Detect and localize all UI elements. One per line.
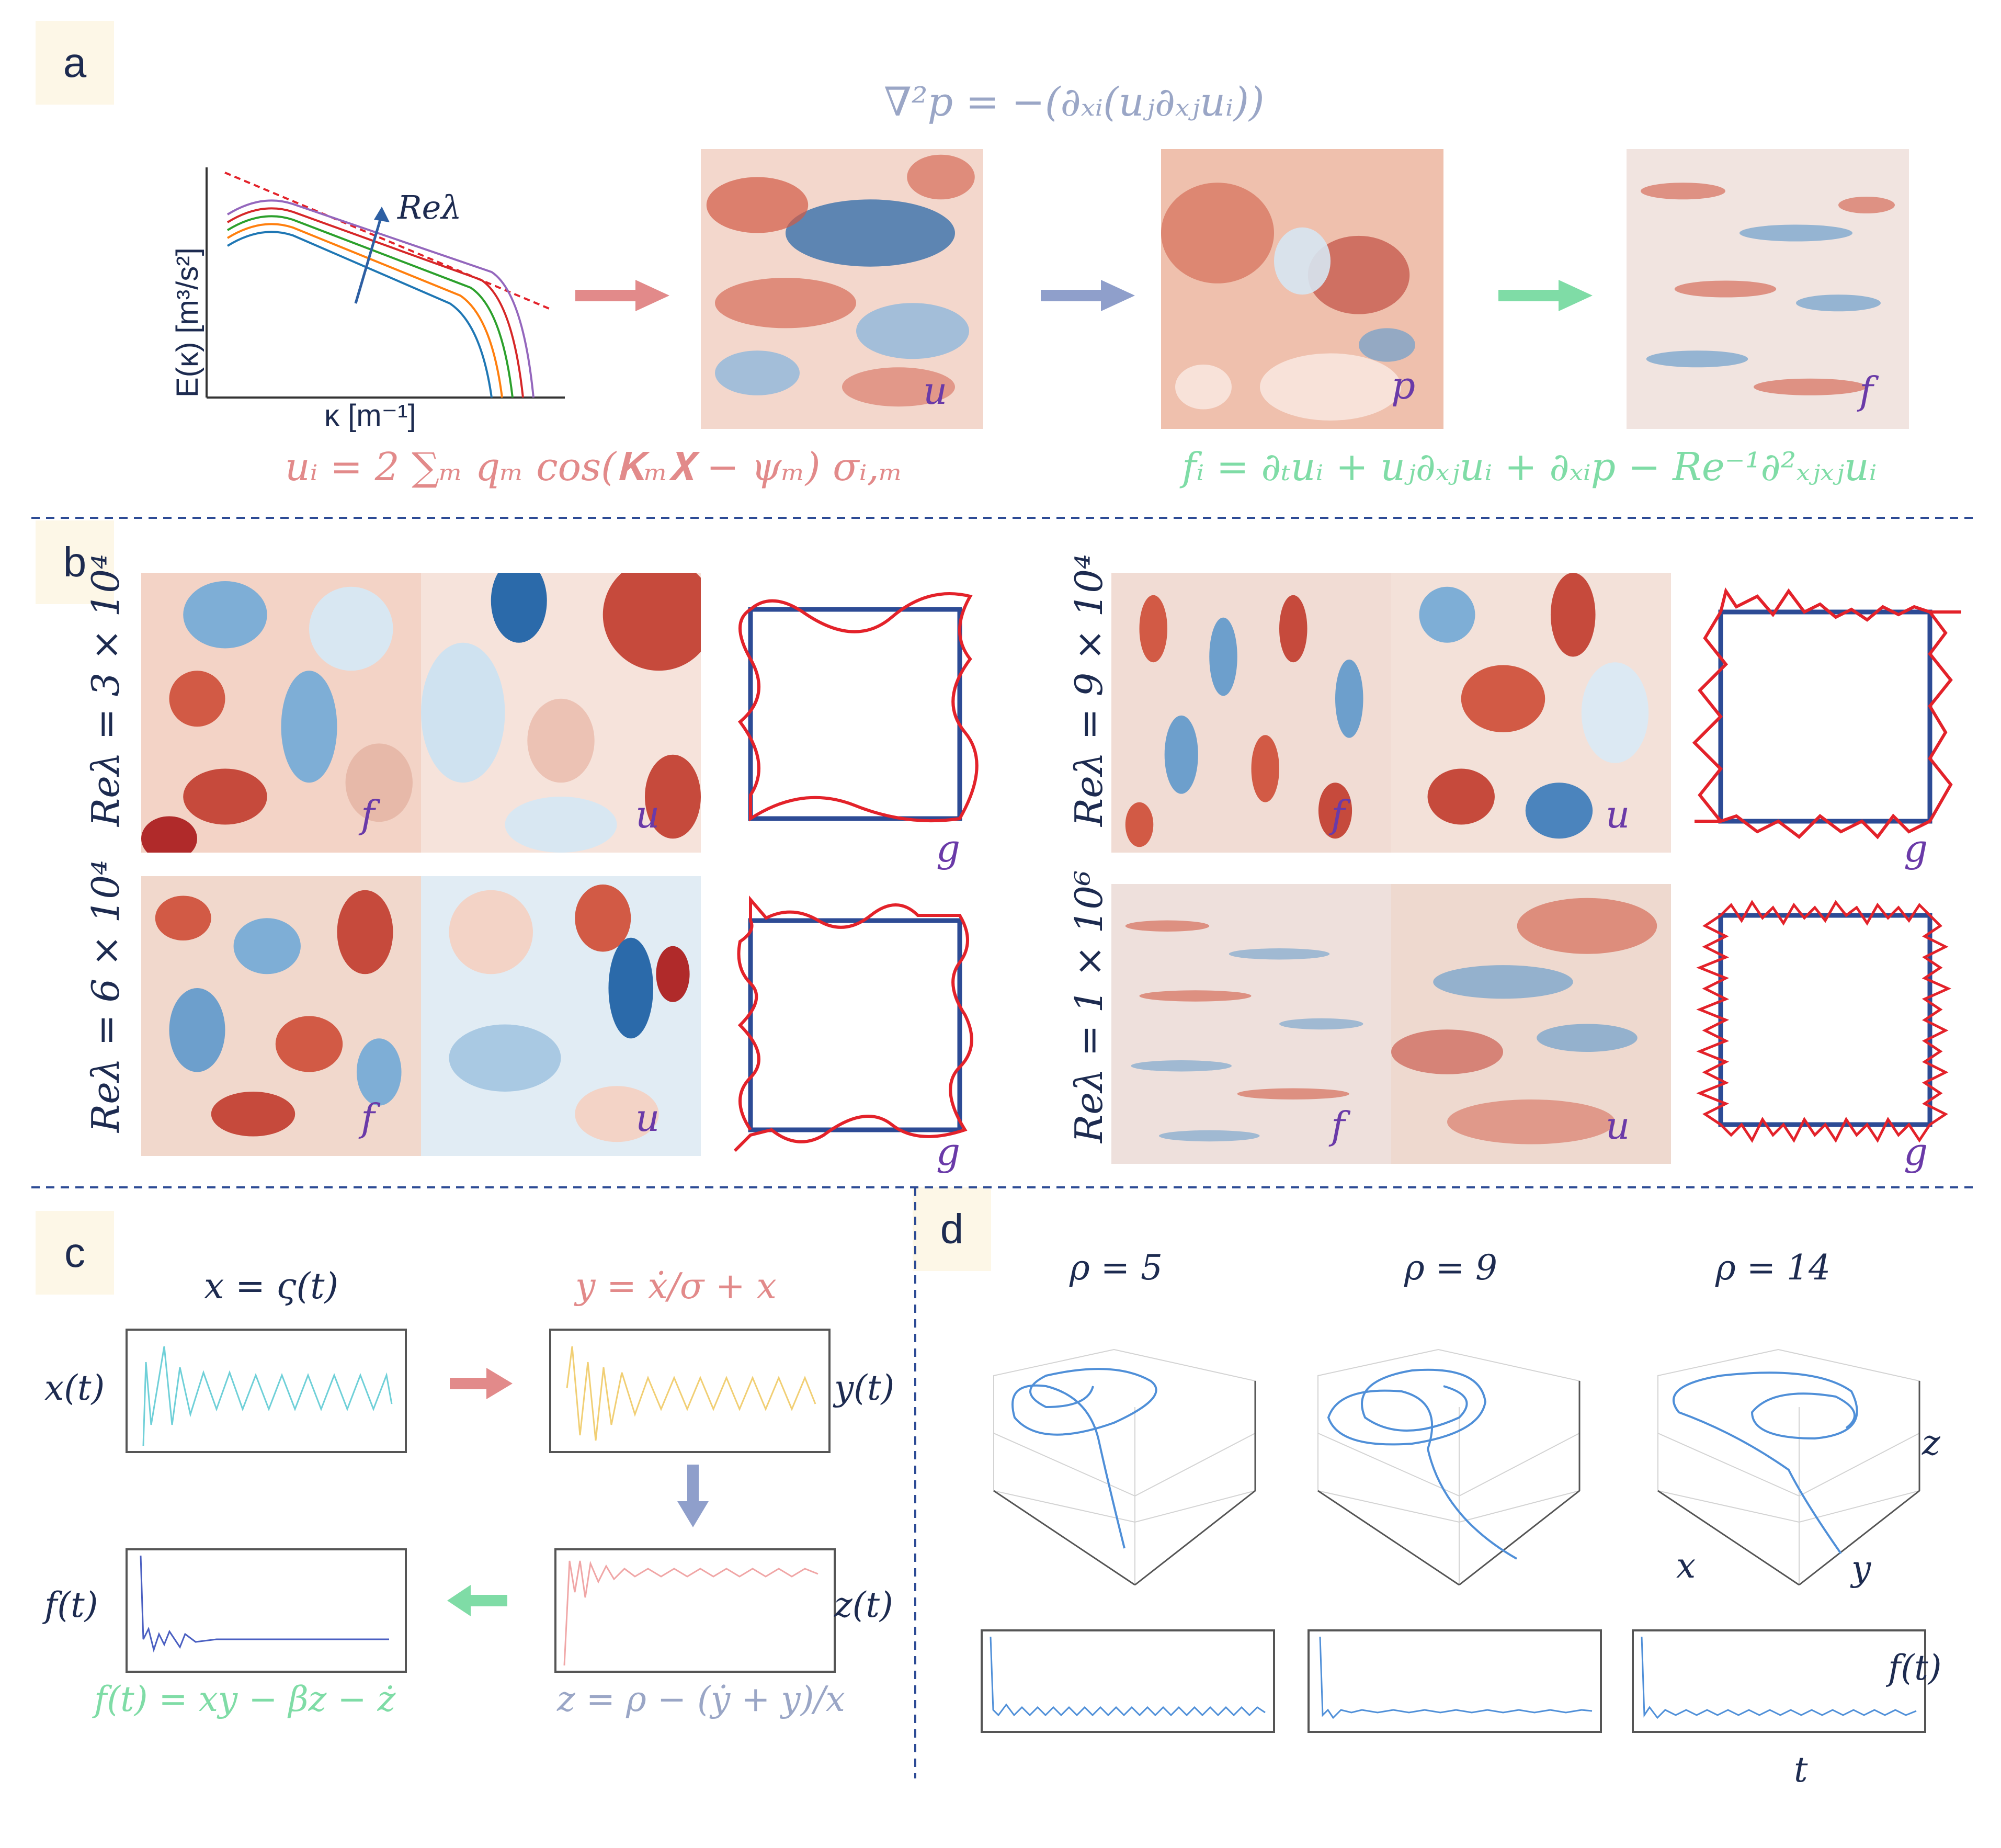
z-equation: z = ρ − (ẏ + y)/x	[557, 1679, 845, 1719]
xt-label: x(t)	[44, 1368, 105, 1408]
case-label-re9e4: Reλ = 9 × 10⁴	[1067, 554, 1111, 826]
zt-label: z(t)	[834, 1585, 893, 1625]
arrow-blue-icon	[1041, 280, 1135, 311]
ft-rho9-plot	[1308, 1629, 1602, 1733]
panel-c-tag: c	[36, 1211, 114, 1295]
case4-velocity-field	[1391, 884, 1671, 1164]
case4-u-label: u	[1606, 1104, 1630, 1148]
axis-z-label: z	[1922, 1423, 1940, 1463]
energy-spectrum-plot	[206, 167, 565, 399]
case3-velocity-field	[421, 876, 701, 1156]
re-lambda-arrow-label: Reλ	[397, 188, 462, 226]
attractor-rho9-plot	[1317, 1348, 1581, 1586]
case3-boundary-plot	[733, 895, 973, 1152]
case2-g-label: g	[1904, 826, 1928, 870]
case-label-re6e4: Reλ = 6 × 10⁴	[84, 860, 128, 1132]
axis-y-label: y	[1851, 1548, 1871, 1589]
ft-rho14-plot	[1632, 1629, 1926, 1733]
velocity-equation: uᵢ = 2 ∑ₘ qₘ cos(𝐊ₘ𝐗 − ψₘ) σᵢ,ₘ	[285, 445, 903, 490]
case3-g-label: g	[936, 1130, 961, 1174]
case1-u-label: u	[635, 792, 660, 836]
velocity-field-image	[701, 149, 983, 429]
ft-label: f(t)	[44, 1585, 98, 1625]
rho-14-label: ρ = 14	[1715, 1248, 1831, 1288]
forcing-equation: fᵢ = ∂ₜuᵢ + uⱼ∂ₓⱼuᵢ + ∂ₓᵢp − Re⁻¹∂²ₓⱼₓⱼu…	[1182, 445, 1877, 490]
case4-forcing-field	[1111, 884, 1391, 1164]
z-timeseries-plot	[554, 1548, 836, 1673]
case1-boundary-plot	[737, 592, 979, 823]
case2-boundary-plot	[1692, 587, 1961, 840]
case4-f-label: f	[1331, 1104, 1345, 1148]
attractor-rho5-plot	[993, 1348, 1256, 1586]
case1-forcing-field	[141, 573, 421, 853]
arrow-down-blue-icon	[677, 1465, 709, 1527]
pressure-field-image	[1161, 149, 1443, 429]
spectrum-xlabel: κ [m⁻¹]	[324, 399, 416, 433]
field-label-p: p	[1391, 364, 1416, 407]
case3-f-label: f	[361, 1096, 375, 1140]
arrow-green-c-icon	[447, 1585, 507, 1616]
y-timeseries-plot	[549, 1329, 831, 1453]
ft-rho5-plot	[981, 1629, 1275, 1733]
case2-forcing-field	[1111, 573, 1391, 853]
arrow-green-icon	[1498, 280, 1593, 311]
case-label-re3e4: Reλ = 3 × 10⁴	[84, 554, 128, 826]
case4-g-label: g	[1904, 1130, 1928, 1174]
panel-d-ft-label: f(t)	[1888, 1648, 1942, 1688]
panel-b-tag: b	[36, 520, 114, 604]
case3-u-label: u	[635, 1096, 660, 1140]
f-timeseries-plot	[126, 1548, 407, 1673]
field-label-u: u	[923, 369, 948, 413]
case4-boundary-plot	[1696, 900, 1952, 1143]
attractor-rho14-plot	[1657, 1348, 1920, 1586]
y-equation: y = ẋ/σ + x	[575, 1266, 777, 1307]
case1-f-label: f	[361, 792, 375, 836]
x-timeseries-plot	[126, 1329, 407, 1453]
case2-velocity-field	[1391, 573, 1671, 853]
arrow-red-c-icon	[450, 1368, 513, 1399]
case3-forcing-field	[141, 876, 421, 1156]
panel-d-tag: d	[913, 1187, 991, 1271]
case-label-re1e6: Reλ = 1 × 10⁶	[1067, 870, 1111, 1143]
field-label-f: f	[1859, 369, 1873, 413]
yt-label: y(t)	[834, 1368, 895, 1408]
axis-x-label: x	[1676, 1546, 1696, 1586]
x-equation: x = ς(t)	[204, 1266, 339, 1307]
rho-9-label: ρ = 9	[1404, 1248, 1498, 1288]
f-equation: f(t) = xy − βz − ż	[94, 1679, 396, 1719]
spectrum-ylabel: E(κ) [m³/s²]	[170, 247, 204, 398]
panel-d-t-label: t	[1794, 1750, 1808, 1790]
arrow-red-icon	[575, 280, 669, 311]
forcing-field-image	[1627, 149, 1909, 429]
rho-5-label: ρ = 5	[1070, 1248, 1163, 1288]
case2-f-label: f	[1331, 792, 1345, 836]
case1-g-label: g	[936, 826, 961, 870]
poisson-equation: ∇²p = −(∂ₓᵢ(uⱼ∂ₓⱼuᵢ))	[884, 78, 1265, 125]
panel-a-tag: a	[36, 21, 114, 105]
case2-u-label: u	[1606, 792, 1630, 836]
case1-velocity-field	[421, 573, 701, 853]
